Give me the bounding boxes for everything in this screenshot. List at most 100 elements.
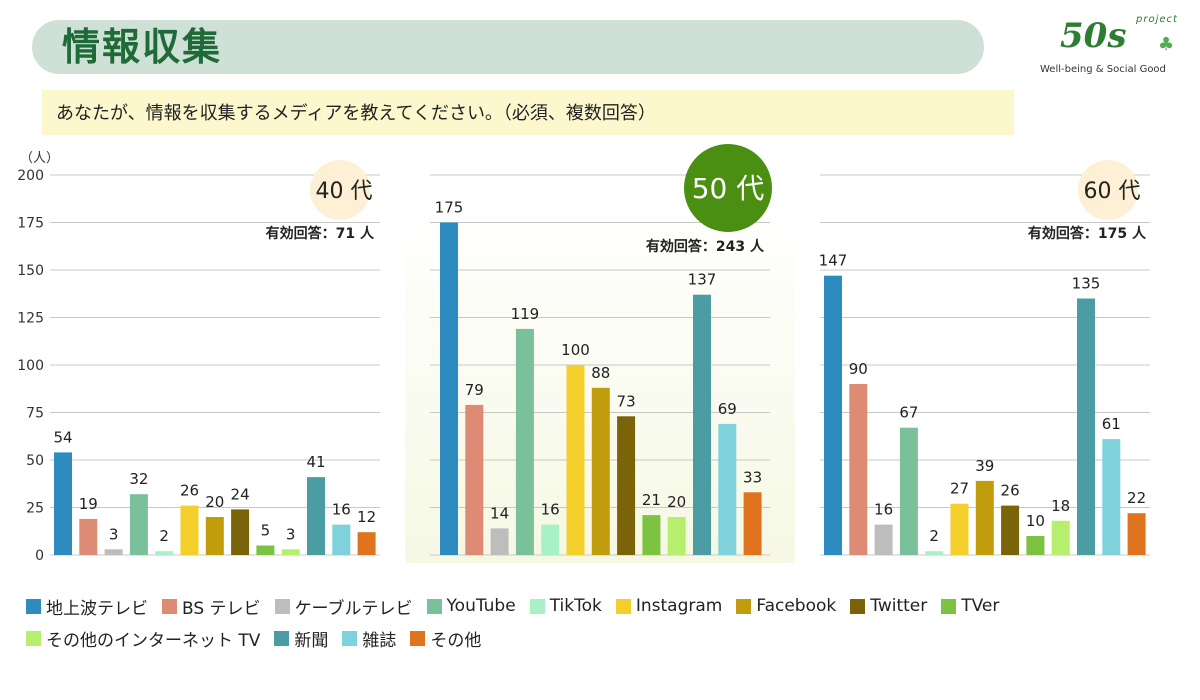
legend-label: その他のインターネット TV — [46, 630, 261, 651]
bar — [975, 480, 994, 555]
data-label: 16 — [332, 501, 351, 519]
legend-item: 新聞 — [274, 626, 328, 651]
bar — [465, 404, 484, 555]
question-text: あなたが、情報を収集するメディアを教えてください。（必須、複数回答） — [56, 103, 656, 124]
legend-swatch — [274, 598, 290, 614]
legend: 地上波テレビ BS テレビ ケーブルテレビ YouTube TikTok Instagra… — [26, 590, 1186, 654]
legend-row: 地上波テレビ BS テレビ ケーブルテレビ YouTube TikTok Instagra… — [26, 590, 1186, 622]
bar — [256, 545, 275, 555]
age-badge-label: 60 代 — [1084, 179, 1141, 204]
legend-item: YouTube — [426, 596, 516, 616]
data-label: 175 — [435, 199, 464, 217]
legend-swatch — [736, 598, 752, 614]
data-label: 32 — [129, 470, 148, 488]
bar — [1102, 439, 1121, 555]
data-label: 67 — [899, 404, 918, 422]
data-label: 3 — [286, 525, 296, 543]
data-label: 24 — [231, 485, 250, 503]
logo-project-label: project — [1136, 14, 1178, 25]
bar — [332, 524, 351, 555]
data-label: 21 — [642, 491, 661, 509]
bar — [155, 551, 174, 555]
bar — [718, 423, 737, 555]
data-label: 33 — [743, 468, 762, 486]
data-label: 2 — [159, 527, 169, 545]
bar — [566, 365, 585, 555]
age-badge — [310, 160, 370, 220]
respondent-count: 有効回答：243 人 — [646, 238, 765, 255]
data-label: 5 — [261, 522, 271, 540]
legend-item: Twitter — [850, 596, 927, 616]
bar — [490, 528, 509, 555]
legend-label: Facebook — [756, 596, 837, 616]
data-label: 147 — [819, 252, 848, 270]
data-label: 10 — [1026, 512, 1045, 530]
data-label: 22 — [1127, 489, 1146, 507]
page-title: 情報収集 — [62, 25, 223, 69]
data-label: 90 — [849, 360, 868, 378]
data-label: 119 — [511, 305, 540, 323]
bar — [1051, 520, 1070, 555]
legend-swatch — [529, 598, 545, 614]
y-unit-label: （人） — [20, 151, 59, 166]
bar — [1001, 505, 1020, 555]
legend-swatch — [342, 630, 358, 646]
data-label: 39 — [975, 457, 994, 475]
legend-item: TikTok — [529, 596, 602, 616]
legend-label: 雑誌 — [362, 630, 397, 651]
bar — [899, 427, 918, 555]
legend-swatch — [26, 630, 41, 646]
question-box: あなたが、情報を収集するメディアを教えてください。（必須、複数回答） — [42, 90, 1014, 135]
legend-label: その他 — [430, 630, 482, 651]
data-label: 20 — [667, 493, 686, 511]
bar — [307, 477, 325, 555]
bar — [950, 503, 969, 555]
legend-item: Instagram — [615, 596, 723, 616]
y-tick-label: 125 — [17, 311, 44, 327]
bar — [129, 494, 148, 555]
legend-swatch — [941, 598, 957, 614]
bar — [1077, 298, 1095, 555]
bar — [515, 328, 534, 555]
bar — [824, 275, 842, 555]
bar — [281, 549, 300, 555]
y-tick-label: 0 — [35, 548, 44, 564]
legend-label: TikTok — [549, 596, 602, 616]
data-label: 61 — [1102, 415, 1121, 433]
logo-tagline: Well-being & Social Good — [1040, 64, 1166, 75]
clover-icon: ♣ — [1158, 34, 1175, 55]
data-label: 100 — [561, 341, 590, 359]
data-label: 20 — [205, 493, 224, 511]
logo-mark: 50s — [1060, 16, 1127, 56]
data-label: 137 — [688, 271, 717, 289]
bar — [667, 517, 686, 555]
data-label: 16 — [541, 501, 560, 519]
bar — [874, 524, 893, 555]
legend-label: ケーブルテレビ — [294, 598, 413, 619]
bar — [1127, 513, 1146, 555]
legend-swatch — [426, 598, 442, 614]
bar — [231, 509, 250, 555]
data-label: 14 — [490, 504, 509, 522]
legend-item: TVer — [941, 596, 999, 616]
legend-label: YouTube — [446, 596, 516, 616]
legend-item: BS テレビ — [162, 594, 261, 619]
bar — [440, 222, 458, 555]
bar — [925, 551, 944, 555]
legend-item: その他 — [410, 626, 481, 651]
bar — [617, 416, 636, 555]
data-label: 79 — [465, 381, 484, 399]
data-label: 73 — [617, 392, 636, 410]
legend-label: BS テレビ — [182, 598, 261, 619]
bar — [54, 452, 72, 555]
legend-swatch — [410, 630, 426, 646]
data-label: 19 — [79, 495, 98, 513]
bar — [79, 518, 98, 555]
bar — [541, 524, 560, 555]
legend-swatch — [26, 598, 41, 614]
y-tick-label: 50 — [26, 453, 44, 469]
legend-label: Instagram — [635, 596, 723, 616]
bar — [357, 532, 376, 555]
y-tick-label: 150 — [17, 263, 44, 279]
